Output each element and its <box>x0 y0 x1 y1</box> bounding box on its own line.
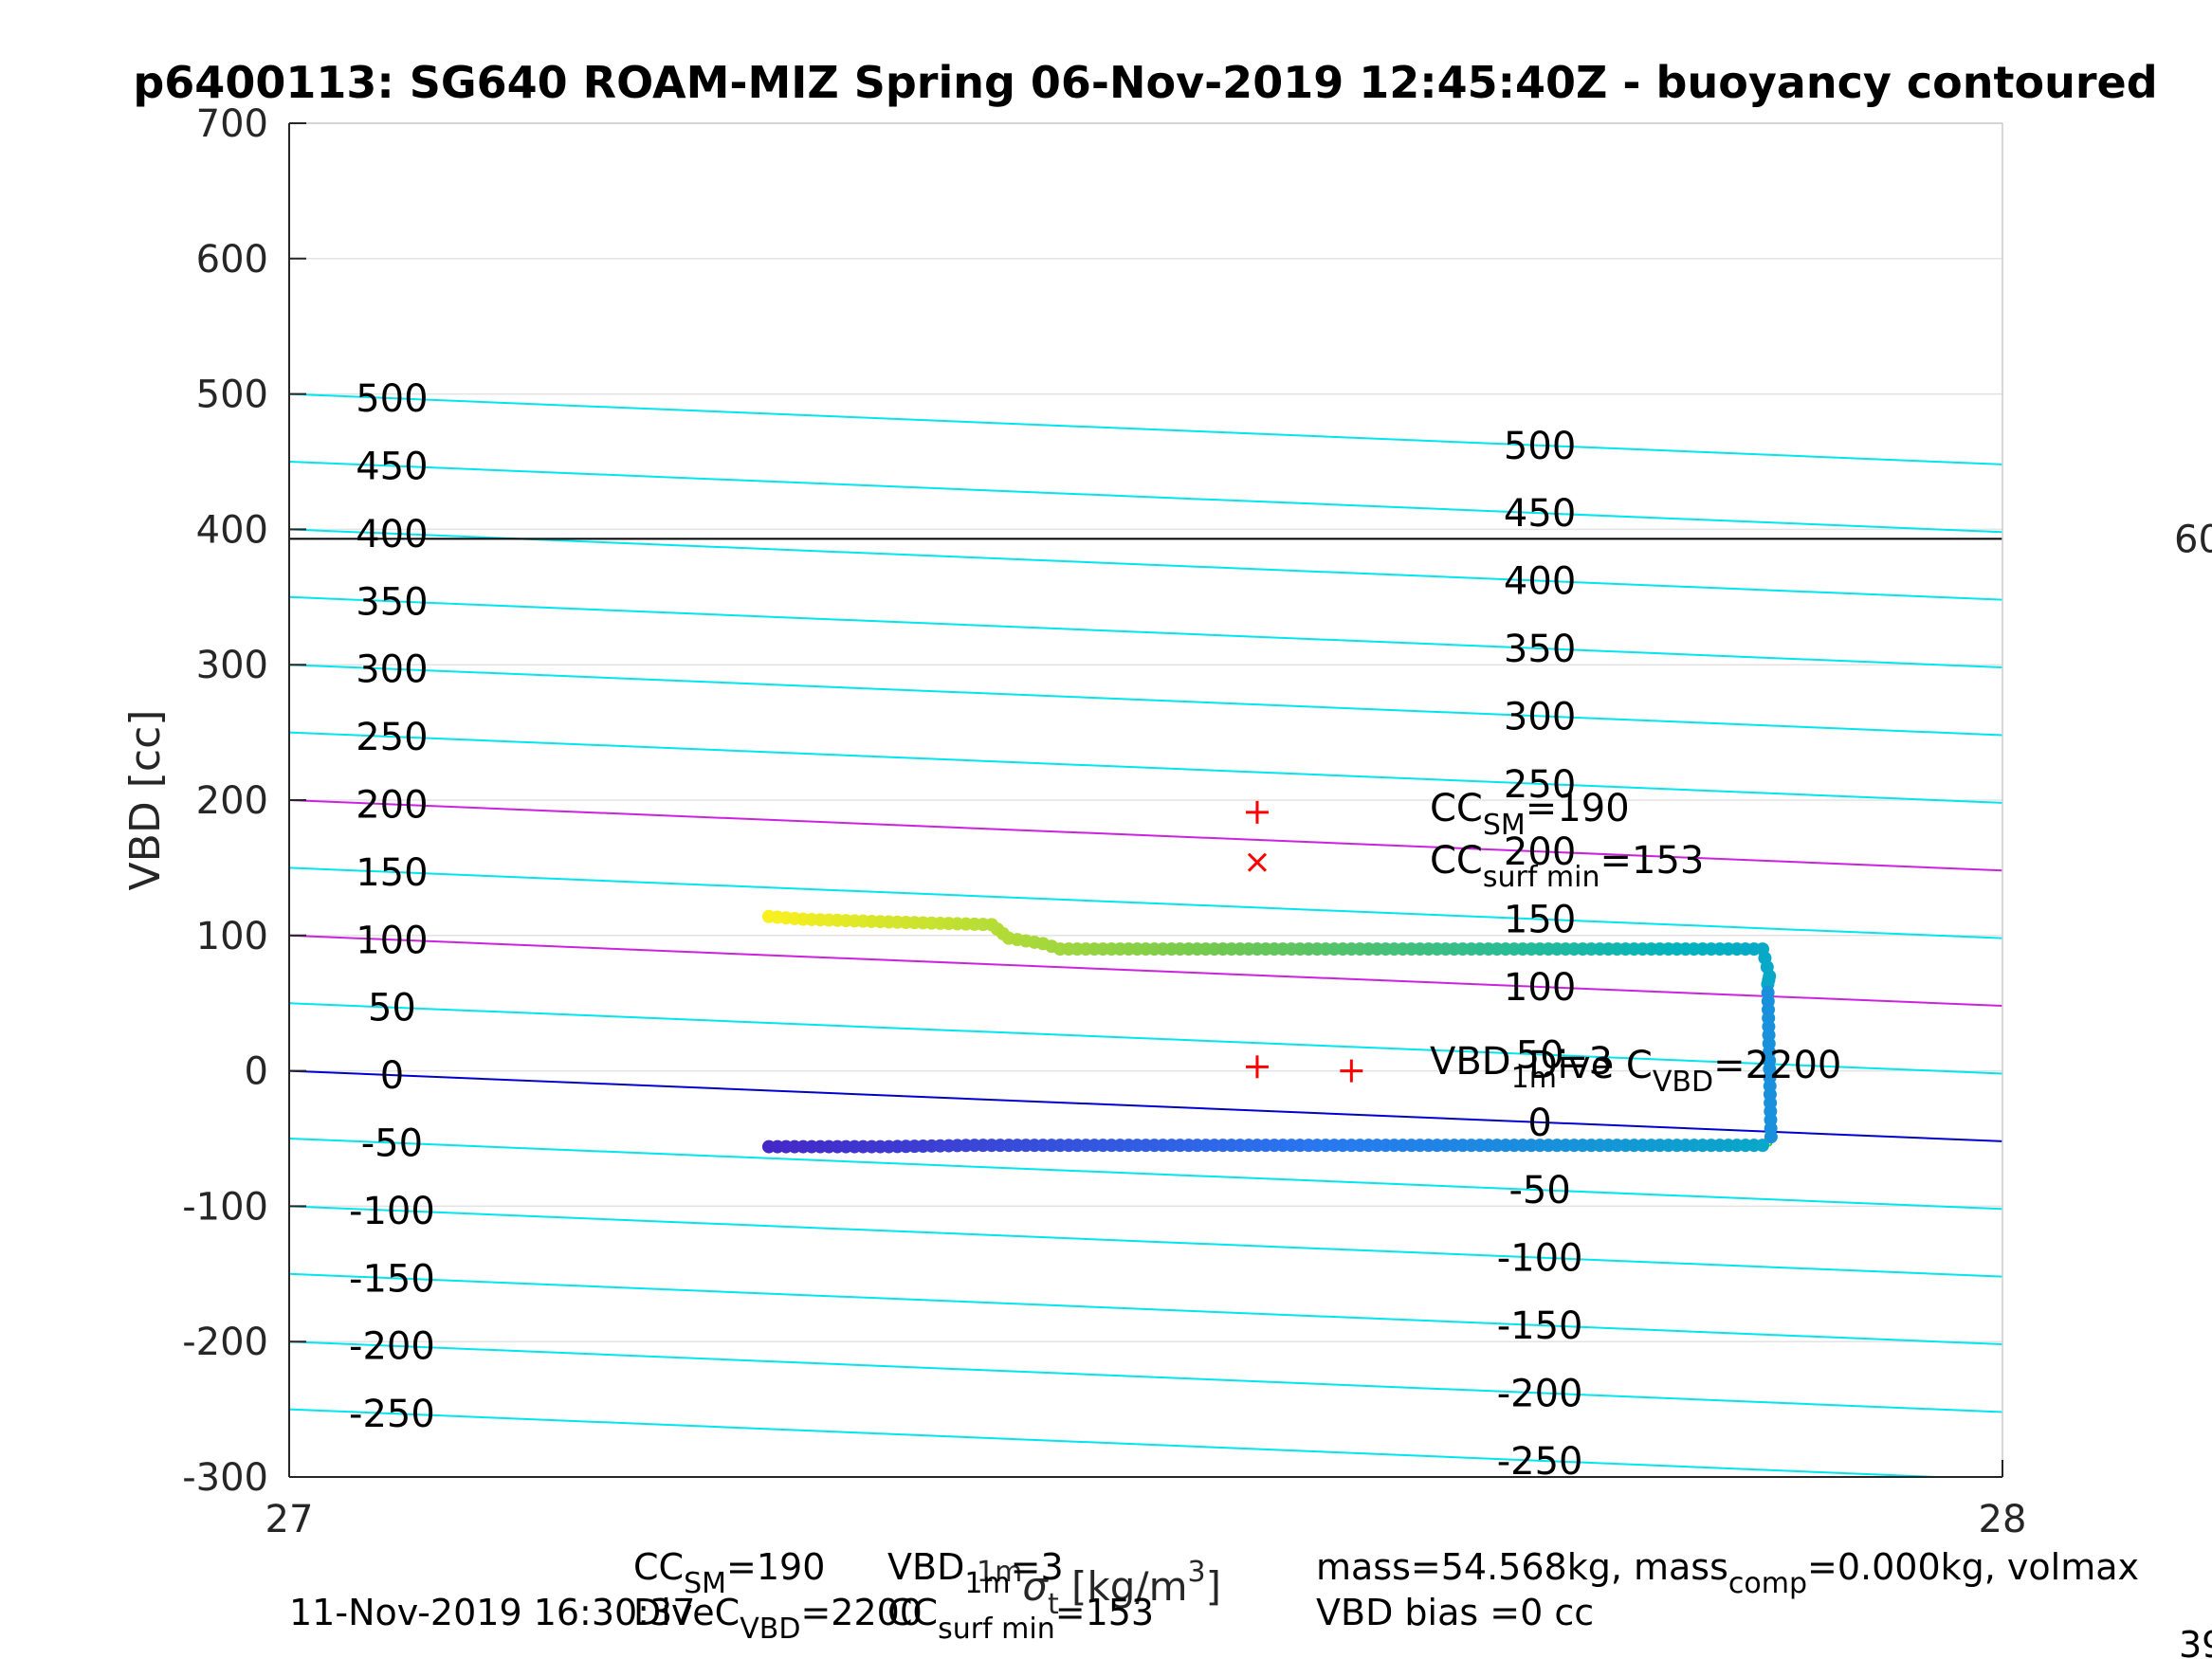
x-tick-label: 27 <box>265 1498 314 1541</box>
contour-line <box>289 731 2002 804</box>
contour-label-right: 350 <box>1504 628 1576 671</box>
buoyancy-contours <box>289 392 2002 1477</box>
contour-label-right: 300 <box>1504 695 1576 738</box>
contour-line <box>289 934 2002 1008</box>
annotation-cc-sm: CCSM=190 <box>1430 787 1630 842</box>
contour-line <box>289 1340 2002 1413</box>
marker <box>1340 1059 1363 1083</box>
footer-cc-sm: CCSM=190 <box>633 1546 825 1600</box>
marker-stroke <box>1247 852 1268 872</box>
y-tick-label: 600 <box>196 238 268 282</box>
chart-title: p6400113: SG640 ROAM-MIZ Spring 06-Nov-2… <box>133 57 2157 108</box>
y-tick-label: 700 <box>196 102 268 146</box>
contour-label-left: -150 <box>349 1257 435 1301</box>
contour-label-left: -250 <box>349 1393 435 1436</box>
reference-line-label: 60 <box>2174 518 2212 561</box>
contour-label-left: 50 <box>368 987 416 1030</box>
contour-label-left: -200 <box>349 1325 435 1369</box>
contour-label-right: 200 <box>1504 830 1576 874</box>
contour-label-right: 50 <box>1516 1033 1564 1077</box>
contour-label-left: 350 <box>356 580 428 624</box>
contour-labels: -250-250-200-200-150-150-100-100-50-5000… <box>349 377 1582 1484</box>
y-tick-label: 300 <box>196 644 268 687</box>
contour-label-left: 100 <box>356 919 428 962</box>
markers <box>1245 800 1363 1083</box>
contour-label-left: -50 <box>361 1121 423 1165</box>
marker <box>1245 1055 1269 1079</box>
data-point <box>1756 1139 1770 1153</box>
contour-line <box>289 1408 1960 1477</box>
contour-label-right: -100 <box>1497 1237 1583 1281</box>
contour-line <box>289 1069 2002 1142</box>
contour-line <box>289 1002 2002 1075</box>
y-tick-label: 400 <box>196 508 268 552</box>
annotation-cc-surf: CCsurf min=153 <box>1430 839 1704 894</box>
contour-line <box>289 1205 2002 1278</box>
contour-label-left: 450 <box>356 445 428 488</box>
marker <box>1247 852 1268 872</box>
reference-line: 60 <box>289 518 2212 561</box>
footer-cc-surf: CCsurf min=153 <box>887 1592 1154 1646</box>
footer-dive-c: DiveCVBD=2200 <box>633 1592 923 1646</box>
footer-vbd: VBD1m=3 <box>887 1546 1064 1600</box>
contour-label-left: 0 <box>380 1054 404 1098</box>
contour-label-right: 150 <box>1504 899 1576 942</box>
contour-label-left: 200 <box>356 783 428 827</box>
footer-vbd-bias: VBD bias =0 cc <box>1316 1592 1594 1633</box>
x-axis-label: 1mσt [kg/m3] <box>977 1556 1221 1621</box>
contour-label-right: 0 <box>1527 1102 1551 1145</box>
y-ticks: -300 -200 -100 0 100 200 300 400 500 600 700 <box>182 102 306 1500</box>
contour-line <box>289 461 2002 534</box>
contour-label-left: 400 <box>356 513 428 556</box>
x-tick-label: 28 <box>1979 1498 2027 1541</box>
marker <box>1245 800 1269 824</box>
footer-timestamp: 11-Nov-2019 16:30:37 <box>289 1592 695 1633</box>
contour-label-right: -200 <box>1497 1372 1583 1415</box>
annotation-vbd-dive: VBD1m=3 <box>1430 1040 1613 1095</box>
x-ticks: 27 28 <box>265 1460 2027 1541</box>
y-tick-label: -300 <box>182 1456 268 1500</box>
contour-line <box>289 595 2002 669</box>
contour-line <box>289 392 2002 465</box>
data-point <box>1764 1130 1778 1144</box>
contour-line <box>289 664 2002 737</box>
contour-label-left: 150 <box>356 851 428 895</box>
contour-label-left: -100 <box>349 1190 435 1233</box>
contour-label-right: 250 <box>1504 763 1576 807</box>
contour-line <box>289 1272 2002 1346</box>
y-tick-label: -100 <box>182 1185 268 1229</box>
contour-label-right: -50 <box>1508 1169 1570 1212</box>
y-tick-label: 100 <box>196 915 268 958</box>
y-axis-label: VBD [cc] <box>121 710 170 891</box>
data-series <box>761 909 1778 1154</box>
contour-label-right: -150 <box>1497 1304 1583 1348</box>
y-tick-label: 500 <box>196 374 268 417</box>
contour-label-right: 100 <box>1504 966 1576 1010</box>
footer-corner: 39 <box>2179 1624 2212 1659</box>
contour-label-left: 250 <box>356 716 428 759</box>
contour-label-left: 500 <box>356 377 428 421</box>
y-tick-label: 0 <box>245 1050 268 1094</box>
y-tick-label: 200 <box>196 779 268 823</box>
contour-label-right: 500 <box>1504 425 1576 468</box>
y-tick-label: -200 <box>182 1321 268 1364</box>
footer-mass: mass=54.568kg, masscomp=0.000kg, volmax <box>1316 1546 2139 1600</box>
contour-label-right: 400 <box>1504 560 1576 604</box>
contour-label-right: 450 <box>1504 492 1576 536</box>
contour-line <box>289 866 2002 939</box>
annotation-dive-c: Dive CVBD=2200 <box>1528 1044 1841 1099</box>
contour-line <box>289 799 2002 872</box>
contour-line <box>289 528 2002 601</box>
contour-label-left: 300 <box>356 648 428 692</box>
contour-line <box>289 1138 2002 1211</box>
